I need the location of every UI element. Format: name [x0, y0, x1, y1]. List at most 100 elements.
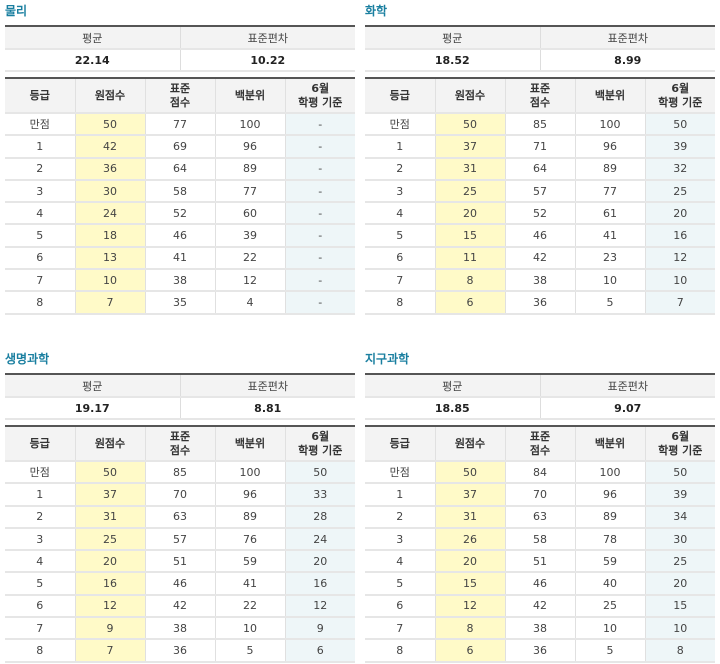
- subject-panel: 지구과학 평균 표준편차 18.85 9.07 등급 원점수 표준 점수 백분위 6월…: [365, 348, 715, 663]
- grade-cell: 8: [365, 639, 435, 663]
- raw-score-cell: 50: [434, 461, 505, 485]
- percentile-cell: 89: [214, 157, 285, 181]
- standard-score-cell: 46: [504, 224, 575, 248]
- table-row: 7 8 38 10 10: [365, 269, 715, 293]
- sd-value: 9.07: [539, 397, 715, 420]
- raw-score-cell: 8: [434, 269, 505, 293]
- standard-score-cell: 64: [144, 157, 215, 181]
- grade-cell: 6: [5, 246, 75, 271]
- june-score-cell: 12: [284, 594, 355, 619]
- standard-score-cell: 36: [144, 639, 215, 663]
- sd-label: 표준편차: [539, 26, 715, 50]
- june-score-cell: 32: [644, 157, 715, 181]
- sd-value: 10.22: [179, 49, 355, 72]
- table-row: 6 11 42 23 12: [365, 246, 715, 271]
- percentile-cell: 100: [574, 461, 645, 485]
- table-row: 만점 50 84 100 50: [365, 461, 715, 485]
- raw-score-cell: 12: [74, 594, 145, 619]
- summary-table: 평균 표준편차 18.52 8.99: [365, 25, 715, 72]
- raw-score-cell: 36: [74, 157, 145, 181]
- raw-score-cell: 24: [74, 202, 145, 226]
- raw-score-cell: 15: [434, 224, 505, 248]
- table-row: 3 26 58 78 30: [365, 527, 715, 552]
- raw-score-cell: 7: [74, 639, 145, 663]
- table-row: 8 6 36 5 7: [365, 291, 715, 315]
- header-grade: 등급: [365, 426, 435, 462]
- grade-cell: 만점: [5, 461, 75, 485]
- header-percentile: 백분위: [574, 78, 645, 114]
- grade-cell: 만점: [365, 113, 435, 137]
- percentile-cell: 76: [214, 527, 285, 552]
- table-row: 8 6 36 5 8: [365, 639, 715, 663]
- header-june: 6월 학평 기준: [644, 78, 715, 114]
- june-score-cell: -: [284, 113, 355, 137]
- grade-cell: 5: [5, 224, 75, 248]
- mean-value: 22.14: [5, 49, 180, 72]
- percentile-cell: 12: [214, 269, 285, 293]
- percentile-cell: 23: [574, 246, 645, 271]
- standard-score-cell: 57: [504, 179, 575, 204]
- raw-score-cell: 20: [434, 202, 505, 226]
- header-grade: 등급: [5, 78, 75, 114]
- june-score-cell: 8: [644, 639, 715, 663]
- raw-score-cell: 37: [434, 483, 505, 507]
- grade-cell: 5: [365, 572, 435, 596]
- june-score-cell: -: [284, 246, 355, 271]
- percentile-cell: 61: [574, 202, 645, 226]
- summary-table: 평균 표준편차 19.17 8.81: [5, 373, 355, 420]
- grade-table: 등급 원점수 표준 점수 백분위 6월 학평 기준 만점 50 85 100 50 1 37 70…: [5, 425, 355, 663]
- june-score-cell: 15: [644, 594, 715, 619]
- raw-score-cell: 16: [74, 572, 145, 596]
- standard-score-cell: 70: [144, 483, 215, 507]
- header-standard: 표준 점수: [144, 426, 215, 462]
- raw-score-cell: 31: [74, 505, 145, 529]
- percentile-cell: 77: [574, 179, 645, 204]
- table-row: 8 7 35 4-: [5, 291, 355, 315]
- percentile-cell: 100: [574, 113, 645, 137]
- grade-cell: 4: [5, 202, 75, 226]
- june-score-cell: -: [284, 202, 355, 226]
- standard-score-cell: 36: [504, 291, 575, 315]
- raw-score-cell: 12: [434, 594, 505, 619]
- table-row: 3 25 57 77 25: [365, 179, 715, 204]
- june-score-cell: 20: [284, 550, 355, 574]
- grade-cell: 3: [5, 527, 75, 552]
- grade-cell: 4: [5, 550, 75, 574]
- table-row: 1 37 70 96 39: [365, 483, 715, 507]
- raw-score-cell: 6: [434, 291, 505, 315]
- grade-cell: 6: [365, 246, 435, 271]
- table-row: 6 12 42 22 12: [5, 594, 355, 619]
- grade-cell: 7: [5, 269, 75, 293]
- grade-cell: 만점: [5, 113, 75, 137]
- raw-score-cell: 6: [434, 639, 505, 663]
- standard-score-cell: 77: [144, 113, 215, 137]
- standard-score-cell: 38: [504, 269, 575, 293]
- table-row: 4 20 51 59 20: [5, 550, 355, 574]
- grade-cell: 2: [5, 157, 75, 181]
- standard-score-cell: 42: [504, 246, 575, 271]
- percentile-cell: 89: [574, 157, 645, 181]
- header-percentile: 백분위: [574, 426, 645, 462]
- raw-score-cell: 37: [74, 483, 145, 507]
- june-score-cell: 25: [644, 550, 715, 574]
- table-row: 3 25 57 76 24: [5, 527, 355, 552]
- raw-score-cell: 20: [434, 550, 505, 574]
- grade-cell: 1: [5, 135, 75, 159]
- raw-score-cell: 31: [434, 505, 505, 529]
- percentile-cell: 5: [574, 639, 645, 663]
- grade-cell: 2: [365, 505, 435, 529]
- percentile-cell: 22: [214, 594, 285, 619]
- percentile-cell: 100: [214, 113, 285, 137]
- header-june: 6월 학평 기준: [644, 426, 715, 462]
- table-row: 3 30 58 77-: [5, 179, 355, 204]
- table-row: 4 24 52 60-: [5, 202, 355, 226]
- percentile-cell: 60: [214, 202, 285, 226]
- header-raw: 원점수: [434, 78, 505, 114]
- june-score-cell: 16: [284, 572, 355, 596]
- standard-score-cell: 58: [144, 179, 215, 204]
- standard-score-cell: 85: [144, 461, 215, 485]
- standard-score-cell: 46: [144, 224, 215, 248]
- grade-cell: 7: [5, 617, 75, 641]
- percentile-cell: 89: [574, 505, 645, 529]
- standard-score-cell: 38: [504, 617, 575, 641]
